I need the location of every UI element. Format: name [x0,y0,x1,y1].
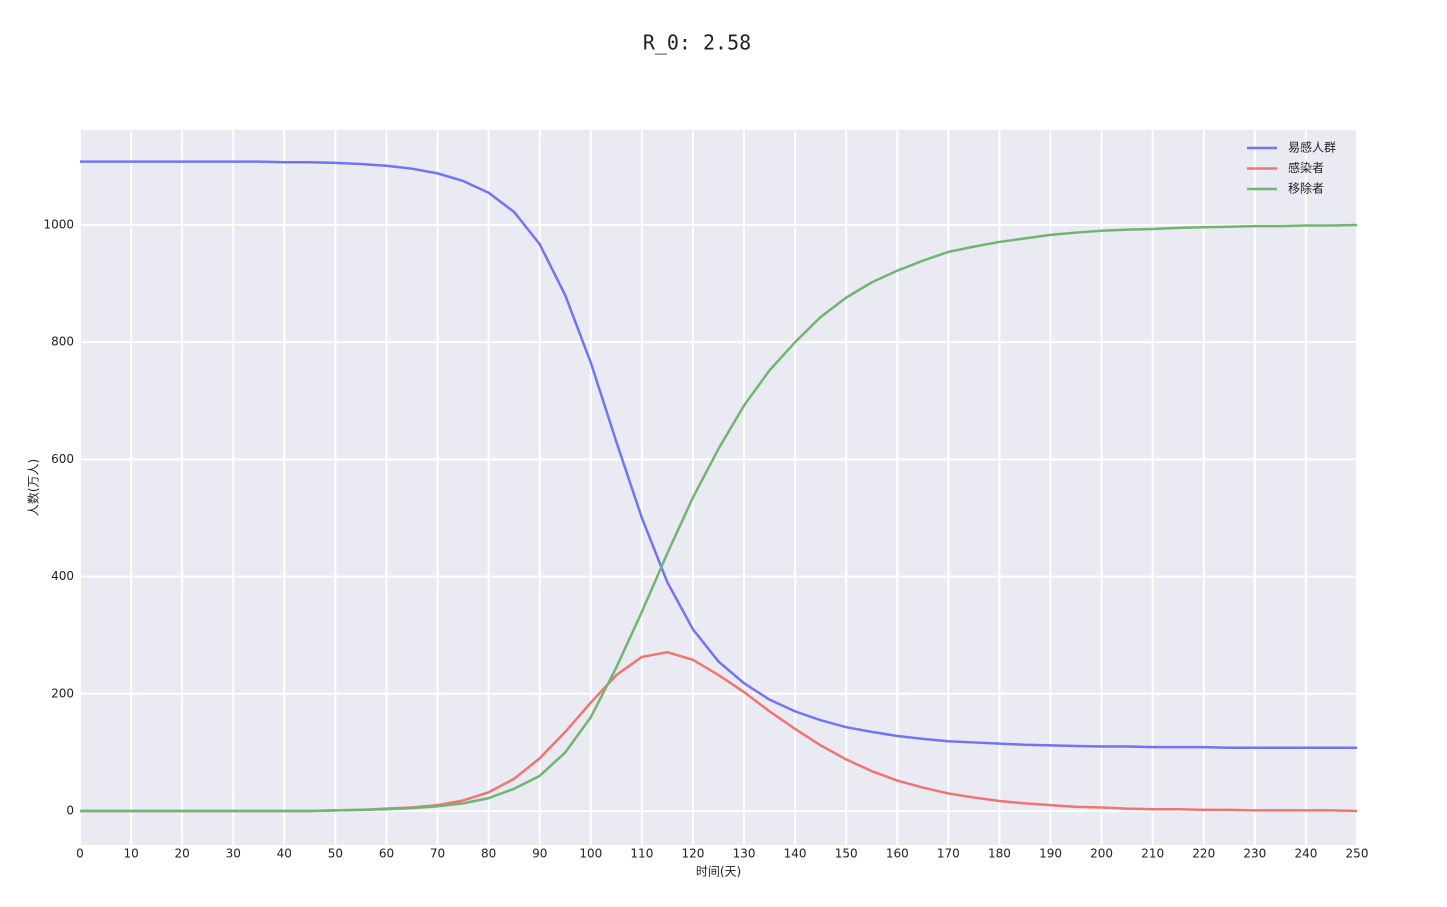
x-tick-label: 70 [430,847,445,861]
x-tick-label: 220 [1192,847,1215,861]
y-tick-label: 600 [51,452,74,466]
plot-area [80,130,1357,845]
y-tick-label: 0 [66,804,74,818]
y-tick-label: 400 [51,569,74,583]
legend-label: 移除者 [1288,181,1324,196]
x-tick-label: 210 [1141,847,1164,861]
x-tick-label: 50 [328,847,343,861]
y-tick-label: 1000 [43,217,74,231]
y-tick-label: 800 [51,335,74,349]
x-tick-label: 150 [835,847,858,861]
x-tick-label: 100 [579,847,602,861]
x-tick-label: 160 [886,847,909,861]
x-tick-label: 180 [988,847,1011,861]
x-tick-label: 10 [123,847,138,861]
x-tick-label: 140 [784,847,807,861]
x-tick-label: 60 [379,847,394,861]
y-tick-label: 200 [51,686,74,700]
x-tick-label: 200 [1090,847,1113,861]
x-tick-label: 170 [937,847,960,861]
series-line [80,160,1357,749]
x-tick-label: 190 [1039,847,1062,861]
y-axis-label: 人数(万人) [26,459,41,516]
x-axis-label: 时间(天) [696,865,741,879]
legend-label: 感染者 [1288,160,1324,175]
x-tick-label: 40 [277,847,292,861]
x-tick-label: 30 [226,847,241,861]
series-line [80,223,1358,813]
x-tick-label: 110 [630,847,653,861]
x-tick-label: 120 [682,847,705,861]
x-tick-label: 130 [733,847,756,861]
chart-title: R_0: 2.58 [643,31,751,55]
x-tick-label: 250 [1346,847,1369,861]
x-tick-label: 80 [481,847,496,861]
x-tick-label: 240 [1294,847,1317,861]
x-tick-label: 0 [76,847,84,861]
x-tick-label: 20 [175,847,190,861]
x-tick-label: 90 [532,847,547,861]
legend-label: 易感人群 [1288,140,1336,155]
x-tick-label: 230 [1243,847,1266,861]
